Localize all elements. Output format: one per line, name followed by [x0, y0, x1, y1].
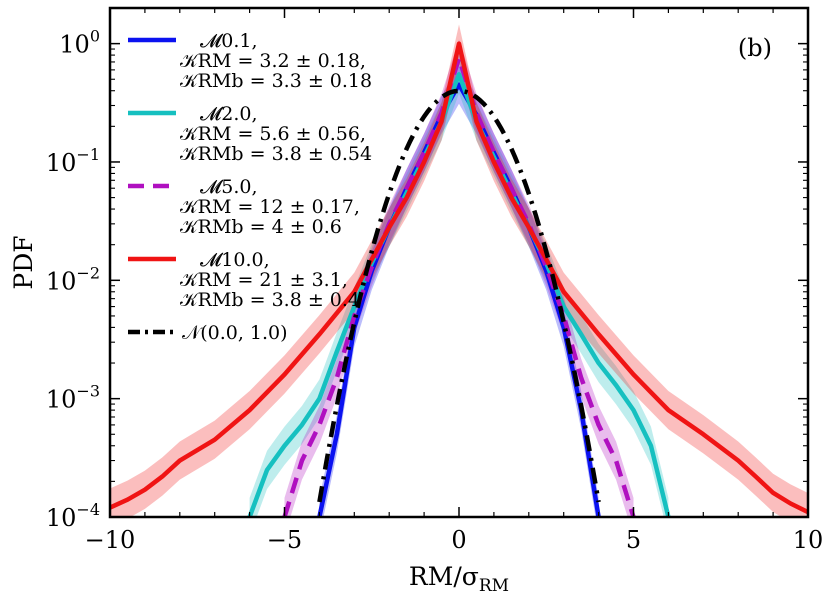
x-axis-label: RM/σRM — [409, 562, 509, 596]
legend-label-0.0-1.0: 𝒩(0.0, 1.0) — [182, 322, 288, 344]
legend-kurtosis-10.0: 𝒦RM = 21 ± 3.1, — [180, 269, 348, 291]
legend-kurtosis-b-2.0: 𝒦RMb = 3.8 ± 0.54 — [180, 143, 372, 165]
axis-ticks — [109, 7, 809, 518]
uncertainty-bands — [110, 24, 808, 517]
y-axis-label: PDF — [9, 235, 38, 289]
legend-label-5.0: 𝓜5.0, — [200, 176, 258, 198]
series-lines — [110, 41, 808, 517]
y-tick-label: 10−3 — [46, 382, 100, 414]
legend-label-2.0: 𝓜2.0, — [200, 103, 258, 125]
band-10.0 — [110, 24, 808, 517]
y-tick-label: 10−4 — [46, 500, 100, 532]
legend-kurtosis-b-5.0: 𝒦RMb = 4 ± 0.6 — [180, 216, 342, 238]
series-line-0.0-1.0 — [317, 88, 601, 503]
legend-label-10.0: 𝓜10.0, — [200, 249, 270, 271]
legend-kurtosis-b-0.1: 𝒦RMb = 3.3 ± 0.18 — [180, 70, 372, 92]
y-tick-labels: 10−4 10−3 10−2 10−1 100 — [46, 27, 100, 532]
legend-label-0.1: 𝓜0.1, — [200, 30, 258, 52]
legend-kurtosis-b-10.0: 𝒦RMb = 3.8 ± 0.4 — [180, 289, 360, 311]
series-line-5.0 — [282, 56, 636, 517]
y-tick-label: 10−2 — [46, 263, 100, 295]
x-tick-label: 5 — [626, 526, 641, 554]
y-tick-label: 100 — [59, 27, 100, 59]
x-tick-label: 10 — [793, 526, 824, 554]
series-line-2.0 — [247, 72, 671, 517]
x-tick-label: −10 — [85, 526, 136, 554]
series-line-0.1 — [317, 82, 601, 517]
x-tick-label: 0 — [451, 526, 466, 554]
legend-kurtosis-0.1: 𝒦RM = 3.2 ± 0.18, — [180, 50, 366, 72]
y-tick-label: 10−1 — [46, 145, 100, 177]
legend-kurtosis-5.0: 𝒦RM = 12 ± 0.17, — [180, 196, 360, 218]
legend: 𝓜0.1,𝒦RM = 3.2 ± 0.18,𝒦RMb = 3.3 ± 0.18 𝓜… — [128, 30, 372, 344]
x-tick-label: −5 — [267, 526, 302, 554]
x-tick-labels: −10 −5 0 5 10 — [85, 526, 824, 554]
series-line-10.0 — [110, 41, 808, 515]
legend-kurtosis-2.0: 𝒦RM = 5.6 ± 0.56, — [180, 123, 366, 145]
panel-label: (b) — [738, 34, 772, 62]
